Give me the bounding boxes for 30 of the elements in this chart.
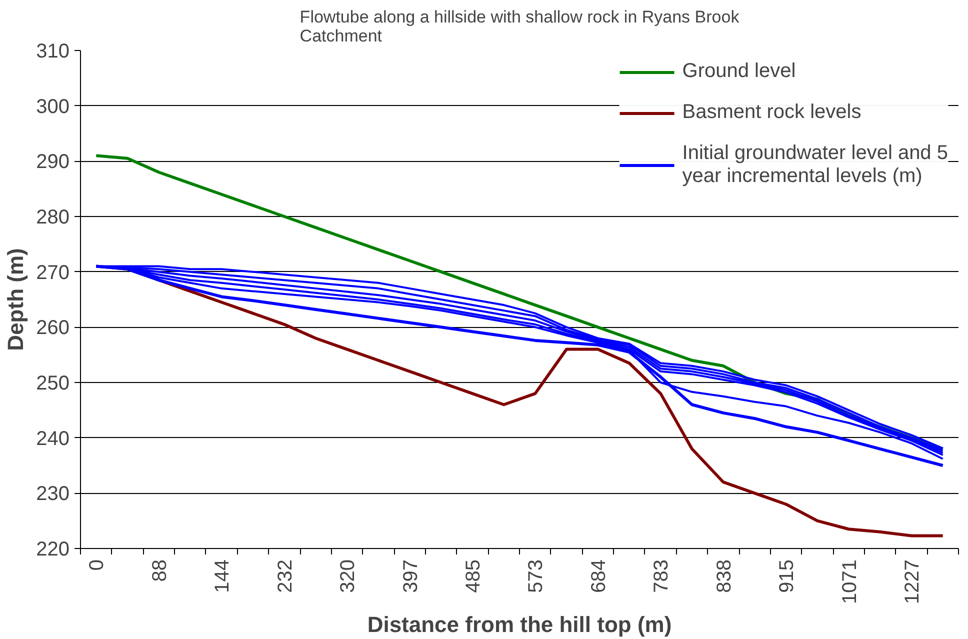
y-tick-label: 220 (36, 538, 70, 560)
x-tick-label: 232 (274, 559, 296, 593)
legend-label: Basment rock levels (682, 101, 862, 124)
x-axis-title: Distance from the hill top (m) (367, 612, 672, 637)
legend-label: Initial groundwater level and 5 year incremental levels (m) (682, 142, 948, 188)
x-tick-label: 915 (776, 559, 798, 593)
chart-title: Flowtube along a hillside with shallow rock in Ryans Brook Catchment (300, 8, 740, 46)
x-tick-label: 0 (86, 560, 108, 571)
x-tick-label: 1227 (901, 559, 924, 604)
x-tick-label: 485 (462, 559, 484, 593)
y-tick-label: 300 (36, 96, 70, 118)
x-tick-label: 1071 (838, 559, 861, 604)
x-tick-label: 684 (588, 559, 610, 593)
y-tick-label: 290 (36, 151, 70, 174)
y-tick-label: 240 (36, 428, 70, 450)
y-axis-title: Depth (m) (3, 248, 28, 351)
y-tick-label: 260 (36, 317, 70, 340)
y-tick-label: 230 (36, 483, 70, 506)
y-tick-label: 250 (36, 372, 70, 394)
x-tick-label: 88 (148, 559, 171, 582)
x-tick-label: 573 (525, 559, 548, 593)
x-tick-label: 320 (337, 559, 360, 593)
x-tick-label: 783 (650, 559, 673, 593)
legend-label: Ground level (682, 60, 796, 83)
x-tick-label: 397 (400, 559, 422, 593)
y-tick-label: 270 (36, 262, 70, 284)
x-tick-label: 144 (212, 559, 234, 593)
x-tick-label: 838 (713, 559, 736, 593)
y-tick-label: 310 (36, 40, 70, 62)
y-tick-label: 280 (36, 206, 70, 228)
